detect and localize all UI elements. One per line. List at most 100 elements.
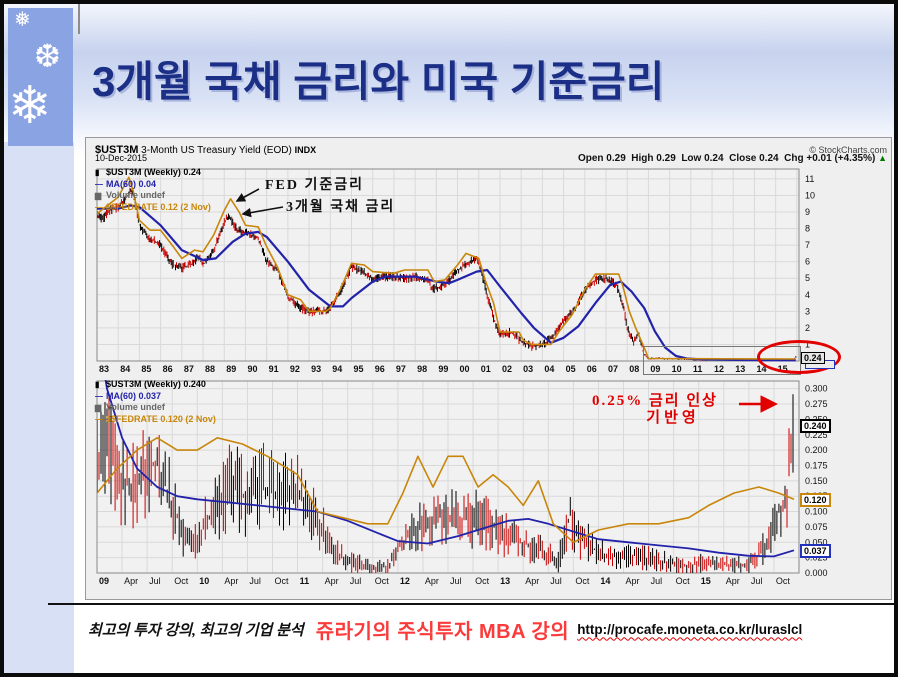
svg-text:0.100: 0.100: [805, 507, 828, 517]
chart-symbol: $UST3M: [95, 144, 139, 156]
svg-text:Apr: Apr: [325, 576, 339, 586]
snowflake-icon: ❅: [14, 9, 31, 31]
svg-text:0.075: 0.075: [805, 522, 828, 532]
page-title: 3개월 국채 금리와 미국 기준금리: [92, 58, 665, 105]
svg-text:Apr: Apr: [224, 576, 238, 586]
copyright-label: © StockCharts.com: [809, 145, 887, 155]
svg-text:98: 98: [417, 364, 427, 374]
svg-text:86: 86: [163, 364, 173, 374]
svg-text:4: 4: [805, 290, 810, 300]
svg-text:15: 15: [701, 576, 711, 586]
svg-text:97: 97: [396, 364, 406, 374]
svg-text:87: 87: [184, 364, 194, 374]
svg-text:83: 83: [99, 364, 109, 374]
chart-symbol-line: $UST3M 3-Month US Treasury Yield (EOD) I…: [95, 140, 316, 158]
chart-header-row1: $UST3M 3-Month US Treasury Yield (EOD) I…: [89, 140, 891, 156]
last-price-label: 0.24: [801, 352, 825, 364]
ohlc-values: Open 0.29 High 0.29 Low 0.24 Close 0.24 …: [577, 153, 879, 164]
svg-text:02: 02: [502, 364, 512, 374]
svg-text:Oct: Oct: [174, 576, 189, 586]
svg-text:14: 14: [756, 364, 766, 374]
svg-text:8: 8: [805, 224, 810, 234]
svg-text:89: 89: [226, 364, 236, 374]
svg-text:11: 11: [805, 174, 814, 184]
up-arrow-icon: ▲: [878, 153, 887, 163]
footer-slogan: 최고의 투자 강의, 최고의 기업 분석: [88, 622, 304, 639]
top-chart-panel: 1 2 3 4 5 6 7 8 9 10 11 83 84 85 86 87 88 89 90 91 92 93 94 95 9…: [89, 165, 887, 377]
bottom-chart-plot: 0.0000.0250.0500.0750.1000.1250.1500.175…: [96, 380, 828, 586]
snowflake-decoration-box: ❅ ❆ ❄: [8, 8, 73, 146]
bottom-chart-panel: 0.0000.0250.0500.0750.1000.1250.1500.175…: [89, 377, 887, 597]
svg-text:9: 9: [805, 207, 810, 217]
svg-text:Oct: Oct: [676, 576, 691, 586]
svg-text:Jul: Jul: [350, 576, 362, 586]
svg-text:10: 10: [199, 576, 209, 586]
svg-text:5: 5: [805, 273, 810, 283]
svg-text:93: 93: [311, 364, 321, 374]
svg-text:10: 10: [672, 364, 682, 374]
footer: 최고의 투자 강의, 최고의 기업 분석 쥬라기의 주식투자 MBA 강의 ht…: [88, 610, 894, 648]
svg-text:04: 04: [544, 364, 554, 374]
svg-text:6: 6: [805, 257, 810, 267]
fedrate-value-label: 0.120: [800, 493, 831, 507]
fed-rate-annotation: FED 기준금리: [265, 178, 365, 193]
svg-text:0.150: 0.150: [805, 476, 828, 486]
chart-header-row2: 10-Dec-2015 Open 0.29 High 0.29 Low 0.24…: [89, 153, 891, 165]
rate-hike-annotation: 0.25% 금리 인상 기반영: [592, 393, 754, 427]
stockcharts-chart: $UST3M 3-Month US Treasury Yield (EOD) I…: [85, 137, 892, 600]
svg-text:99: 99: [438, 364, 448, 374]
svg-text:Oct: Oct: [375, 576, 390, 586]
svg-text:00: 00: [460, 364, 470, 374]
svg-text:84: 84: [120, 364, 130, 374]
left-sidebar-band: [4, 142, 74, 673]
svg-text:13: 13: [735, 364, 745, 374]
svg-text:Apr: Apr: [525, 576, 539, 586]
treasury-annotation: 3개월 국채 금리: [286, 200, 396, 215]
svg-text:01: 01: [481, 364, 491, 374]
svg-text:10: 10: [805, 190, 815, 200]
accent-tick-line: [78, 4, 80, 34]
svg-text:0.175: 0.175: [805, 460, 828, 470]
svg-text:Jul: Jul: [450, 576, 462, 586]
svg-text:88: 88: [205, 364, 215, 374]
svg-text:Apr: Apr: [626, 576, 640, 586]
svg-text:09: 09: [99, 576, 109, 586]
svg-text:3: 3: [805, 306, 810, 316]
ma-value-label: 0.037: [800, 544, 831, 558]
svg-text:Oct: Oct: [275, 576, 290, 586]
highlight-ellipse: [757, 340, 841, 374]
svg-text:07: 07: [608, 364, 618, 374]
svg-text:0.300: 0.300: [805, 384, 828, 394]
svg-text:13: 13: [500, 576, 510, 586]
svg-text:Apr: Apr: [124, 576, 138, 586]
snowflake-icon: ❄: [8, 77, 52, 135]
chart-exchange: INDX: [294, 145, 317, 155]
svg-text:06: 06: [587, 364, 597, 374]
svg-text:0.050: 0.050: [805, 537, 828, 547]
svg-text:0.225: 0.225: [805, 430, 828, 440]
svg-text:11: 11: [300, 576, 310, 586]
svg-text:Oct: Oct: [475, 576, 490, 586]
svg-text:91: 91: [269, 364, 279, 374]
svg-text:96: 96: [375, 364, 385, 374]
svg-text:Jul: Jul: [149, 576, 161, 586]
svg-text:Oct: Oct: [776, 576, 791, 586]
svg-text:12: 12: [400, 576, 410, 586]
chart-date: 10-Dec-2015: [95, 153, 148, 163]
footer-divider-line: [48, 603, 894, 605]
svg-text:03: 03: [523, 364, 533, 374]
svg-text:Apr: Apr: [425, 576, 439, 586]
svg-text:Apr: Apr: [726, 576, 740, 586]
svg-text:85: 85: [141, 364, 151, 374]
svg-text:Jul: Jul: [249, 576, 261, 586]
svg-text:0.275: 0.275: [805, 399, 828, 409]
footer-url-link[interactable]: http://procafe.moneta.co.kr/luraslcl: [577, 621, 803, 637]
svg-text:14: 14: [600, 576, 610, 586]
rate-hike-line2: 기반영: [646, 410, 700, 426]
svg-text:11: 11: [693, 364, 703, 374]
rate-hike-line1: 0.25% 금리 인상: [592, 393, 718, 409]
ohlc-readout: Open 0.29 High 0.29 Low 0.24 Close 0.24 …: [578, 153, 887, 164]
svg-text:7: 7: [805, 240, 810, 250]
svg-text:2: 2: [805, 323, 810, 333]
svg-text:94: 94: [332, 364, 342, 374]
